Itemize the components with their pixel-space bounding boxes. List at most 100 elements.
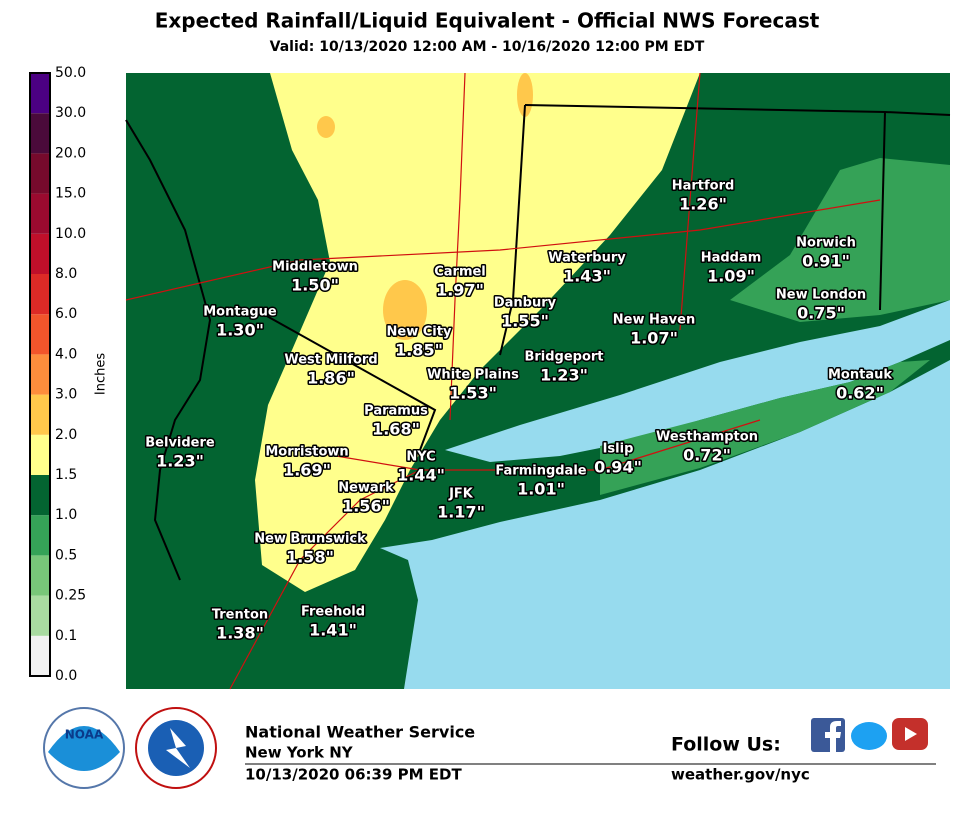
city-rainfall: 1.01" [517, 480, 565, 499]
city-rainfall: 1.23" [156, 452, 204, 471]
city-rainfall: 1.17" [437, 503, 485, 522]
city-name: Middletown [272, 260, 358, 275]
city-name: New Brunswick [254, 532, 366, 547]
city-name: NYC [406, 450, 435, 465]
city-rainfall: 1.41" [309, 621, 357, 640]
website[interactable]: weather.gov/nyc [671, 766, 810, 784]
city-name: White Plains [427, 368, 519, 383]
city-name: Montague [203, 305, 277, 320]
issued: 10/13/2020 06:39 PM EDT [245, 766, 462, 784]
city-rainfall: 1.50" [291, 276, 339, 295]
legend-swatch [30, 193, 50, 234]
city-rainfall: 1.30" [216, 321, 264, 340]
city-name: Danbury [494, 296, 557, 311]
city-rainfall: 1.55" [501, 312, 549, 331]
legend-swatch [30, 475, 50, 516]
legend-label: 0.5 [55, 547, 77, 563]
legend-swatch [30, 73, 50, 114]
city-rainfall: 1.43" [563, 267, 611, 286]
legend-label: 4.0 [55, 346, 77, 362]
legend-label: 0.1 [55, 628, 77, 644]
city-name: Hartford [672, 179, 735, 194]
legend-label: 1.0 [55, 507, 77, 523]
city-rainfall: 1.07" [630, 329, 678, 348]
city-rainfall: 1.85" [395, 341, 443, 360]
follow-us: Follow Us: [671, 734, 781, 756]
title: Expected Rainfall/Liquid Equivalent - Of… [155, 9, 820, 33]
legend-swatch [30, 595, 50, 636]
city-rainfall: 1.86" [307, 369, 355, 388]
city-name: New London [776, 288, 866, 303]
city-name: Freehold [301, 605, 365, 620]
legend-swatch [30, 233, 50, 274]
legend-swatch [30, 555, 50, 596]
legend-swatch [30, 274, 50, 315]
legend-swatch [30, 394, 50, 435]
legend: Inches 0.0 0.1 0.25 0.5 1.0 1.5 2.0 3.0 4.0 6.0 8.… [29, 65, 109, 684]
office: National Weather Service [245, 723, 475, 742]
city-rainfall: 1.23" [540, 366, 588, 385]
legend-frame [29, 72, 51, 677]
city-name: Farmingdale [495, 464, 586, 479]
city-name: Morristown [265, 445, 348, 460]
city-name: Bridgeport [524, 350, 603, 365]
city-name: Westhampton [656, 430, 758, 445]
legend-title: Inches [94, 353, 109, 395]
legend-label: 2.0 [55, 427, 77, 443]
city-rainfall: 1.53" [449, 384, 497, 403]
city-rainfall: 1.26" [679, 195, 727, 214]
legend-swatch [30, 635, 50, 676]
city-name: Norwich [796, 236, 856, 251]
city-rainfall: 1.44" [397, 466, 445, 485]
city-rainfall: 0.94" [594, 458, 642, 477]
city-name: New City [387, 325, 452, 340]
location: New York NY [245, 744, 354, 762]
legend-label: 30.0 [55, 105, 86, 121]
legend-label: 20.0 [55, 145, 86, 161]
city-name: West Milford [284, 353, 377, 368]
city-rainfall: 1.97" [436, 281, 484, 300]
city-rainfall: 0.91" [802, 252, 850, 271]
legend-swatch [30, 515, 50, 556]
legend-label: 50.0 [55, 65, 86, 81]
subtitle: Valid: 10/13/2020 12:00 AM - 10/16/2020 … [270, 39, 705, 55]
legend-label: 1.5 [55, 467, 77, 483]
city-rainfall: 1.69" [283, 461, 331, 480]
legend-label: 8.0 [55, 266, 77, 282]
legend-label: 0.25 [55, 588, 86, 604]
legend-swatch [30, 113, 50, 154]
city-name: Belvidere [145, 436, 215, 451]
city-name: Trenton [212, 608, 268, 623]
city-name: New Haven [613, 313, 695, 328]
city-name: Waterbury [548, 251, 626, 266]
legend-label: 6.0 [55, 306, 77, 322]
city-name: Montauk [828, 368, 892, 383]
legend-label: 15.0 [55, 186, 86, 202]
footer: NOAA National Weather Service New York N… [43, 707, 936, 789]
city-name: Islip [603, 442, 634, 457]
noaa-label: NOAA [65, 728, 104, 742]
legend-swatch [30, 153, 50, 194]
city-rainfall: 1.09" [707, 267, 755, 286]
legend-swatch [30, 354, 50, 395]
city-rainfall: 0.72" [683, 446, 731, 465]
legend-label: 3.0 [55, 387, 77, 403]
city-rainfall: 1.58" [286, 548, 334, 567]
city-rainfall: 1.56" [342, 497, 390, 516]
map [125, 72, 951, 690]
city-name: Newark [338, 481, 394, 496]
city-rainfall: 0.75" [797, 304, 845, 323]
twitter-icon[interactable] [851, 722, 887, 750]
legend-swatch [30, 314, 50, 355]
city-rainfall: 1.68" [372, 420, 420, 439]
city-rainfall: 0.62" [836, 384, 884, 403]
city-name: JFK [448, 487, 474, 502]
city-rainfall: 1.38" [216, 624, 264, 643]
city-name: Haddam [701, 251, 762, 266]
city-name: Carmel [434, 265, 486, 280]
legend-label: 0.0 [55, 668, 77, 684]
legend-swatch [30, 434, 50, 475]
legend-label: 10.0 [55, 226, 86, 242]
